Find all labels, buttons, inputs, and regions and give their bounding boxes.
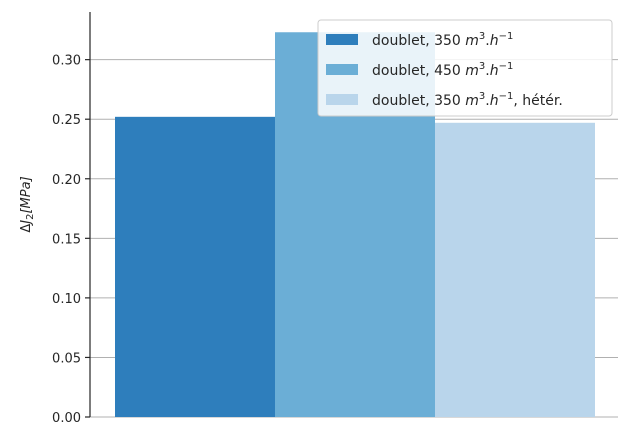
y-tick-label: 0.05: [52, 351, 81, 366]
legend-label-1: doublet, 350 m3.h−1: [372, 31, 513, 49]
y-tick-label: 0.10: [52, 292, 81, 307]
y-tick-label: 0.20: [52, 173, 81, 188]
y-tick-label: 0.25: [52, 113, 81, 128]
bar-3: [435, 122, 595, 417]
y-axis-label: ΔJ2[MPa]: [19, 176, 36, 232]
y-tick-label: 0.00: [52, 411, 81, 422]
legend-label-3: doublet, 350 m3.h−1, hétér.: [372, 91, 563, 109]
legend: doublet, 350 m3.h−1 doublet, 450 m3.h−1 do…: [317, 19, 613, 117]
legend-frame: [317, 19, 613, 117]
legend-swatch-2: [326, 64, 358, 75]
y-tick-label: 0.30: [52, 54, 81, 69]
bar-1: [115, 116, 275, 417]
y-ticks: 0.00 0.05 0.10 0.15 0.20 0.25 0.30: [52, 54, 90, 422]
legend-swatch-3: [326, 94, 358, 105]
y-tick-label: 0.15: [52, 232, 81, 247]
legend-swatch-1: [326, 34, 358, 45]
legend-label-2: doublet, 450 m3.h−1: [372, 61, 513, 79]
